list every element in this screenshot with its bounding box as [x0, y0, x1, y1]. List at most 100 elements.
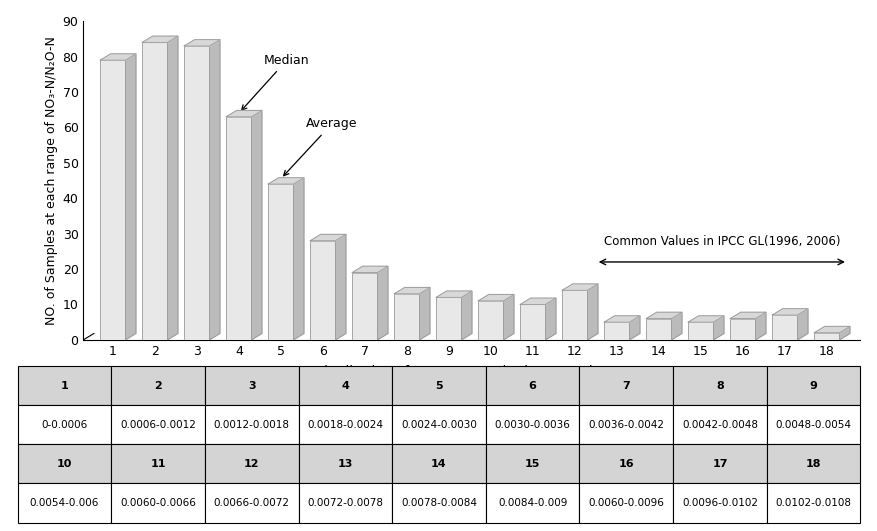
- FancyBboxPatch shape: [298, 444, 392, 483]
- Bar: [688, 322, 713, 340]
- Y-axis label: NO. of Samples at each range of NO₃-N/N₂O-N: NO. of Samples at each range of NO₃-N/N₂…: [46, 36, 58, 325]
- Bar: [603, 322, 629, 340]
- FancyBboxPatch shape: [18, 366, 111, 406]
- Text: 16: 16: [617, 459, 633, 469]
- FancyBboxPatch shape: [766, 483, 859, 523]
- Polygon shape: [713, 316, 724, 340]
- FancyBboxPatch shape: [766, 444, 859, 483]
- Polygon shape: [545, 298, 555, 340]
- Polygon shape: [436, 291, 472, 297]
- Text: Common Values in IPCC GL(1996, 2006): Common Values in IPCC GL(1996, 2006): [602, 235, 839, 248]
- Text: 0.0096-0.0102: 0.0096-0.0102: [681, 498, 757, 508]
- Text: 0.0042-0.0048: 0.0042-0.0048: [681, 420, 757, 430]
- X-axis label: Distribution of NO₃-N/N₂O-N in the groundwater: Distribution of NO₃-N/N₂O-N in the groun…: [313, 365, 630, 378]
- FancyBboxPatch shape: [392, 366, 485, 406]
- Text: 0.0084-0.009: 0.0084-0.009: [497, 498, 567, 508]
- FancyBboxPatch shape: [18, 444, 111, 483]
- Bar: [813, 333, 838, 340]
- FancyBboxPatch shape: [485, 406, 579, 444]
- FancyBboxPatch shape: [766, 406, 859, 444]
- Text: 9: 9: [809, 381, 816, 391]
- FancyBboxPatch shape: [485, 366, 579, 406]
- Polygon shape: [168, 36, 178, 340]
- Bar: [226, 117, 251, 340]
- FancyBboxPatch shape: [579, 483, 673, 523]
- Polygon shape: [671, 312, 681, 340]
- Polygon shape: [754, 312, 765, 340]
- Bar: [561, 290, 587, 340]
- Polygon shape: [377, 266, 388, 340]
- FancyBboxPatch shape: [392, 444, 485, 483]
- Polygon shape: [688, 316, 724, 322]
- Bar: [352, 272, 377, 340]
- Bar: [100, 60, 125, 340]
- Text: 0.0048-0.0054: 0.0048-0.0054: [774, 420, 851, 430]
- Polygon shape: [629, 316, 639, 340]
- Text: Median: Median: [241, 54, 310, 110]
- Text: 0.0036-0.0042: 0.0036-0.0042: [588, 420, 664, 430]
- Polygon shape: [210, 40, 219, 340]
- Polygon shape: [335, 234, 346, 340]
- Text: 0.0012-0.0018: 0.0012-0.0018: [213, 420, 289, 430]
- Polygon shape: [503, 295, 513, 340]
- FancyBboxPatch shape: [298, 366, 392, 406]
- Bar: [310, 241, 335, 340]
- Text: 8: 8: [716, 381, 723, 391]
- Polygon shape: [310, 234, 346, 241]
- FancyBboxPatch shape: [485, 444, 579, 483]
- Text: 13: 13: [338, 459, 353, 469]
- FancyBboxPatch shape: [392, 406, 485, 444]
- Polygon shape: [226, 110, 261, 117]
- Polygon shape: [813, 327, 849, 333]
- FancyBboxPatch shape: [18, 483, 111, 523]
- FancyBboxPatch shape: [673, 406, 766, 444]
- FancyBboxPatch shape: [204, 406, 298, 444]
- Polygon shape: [267, 178, 303, 184]
- Text: 14: 14: [431, 459, 446, 469]
- Bar: [267, 184, 293, 340]
- Bar: [772, 315, 796, 340]
- Text: 7: 7: [622, 381, 630, 391]
- Text: 15: 15: [524, 459, 539, 469]
- Text: 0.0072-0.0078: 0.0072-0.0078: [307, 498, 383, 508]
- Text: 6: 6: [528, 381, 536, 391]
- Text: 12: 12: [244, 459, 259, 469]
- Text: 0.0024-0.0030: 0.0024-0.0030: [401, 420, 476, 430]
- Polygon shape: [100, 54, 136, 60]
- FancyBboxPatch shape: [298, 406, 392, 444]
- Text: 0.0066-0.0072: 0.0066-0.0072: [213, 498, 289, 508]
- Bar: [645, 319, 671, 340]
- Polygon shape: [587, 284, 597, 340]
- Text: 0.0078-0.0084: 0.0078-0.0084: [401, 498, 476, 508]
- FancyBboxPatch shape: [18, 406, 111, 444]
- FancyBboxPatch shape: [298, 483, 392, 523]
- Polygon shape: [772, 309, 807, 315]
- FancyBboxPatch shape: [485, 483, 579, 523]
- Bar: [142, 42, 168, 340]
- Polygon shape: [352, 266, 388, 272]
- Polygon shape: [561, 284, 597, 290]
- Polygon shape: [730, 312, 765, 319]
- Bar: [520, 304, 545, 340]
- Polygon shape: [645, 312, 681, 319]
- Text: 0-0.0006: 0-0.0006: [41, 420, 88, 430]
- FancyBboxPatch shape: [392, 483, 485, 523]
- Text: 0.0030-0.0036: 0.0030-0.0036: [494, 420, 570, 430]
- Polygon shape: [184, 40, 219, 46]
- Text: Average: Average: [283, 117, 357, 176]
- Polygon shape: [125, 54, 136, 340]
- FancyBboxPatch shape: [204, 444, 298, 483]
- Text: 11: 11: [150, 459, 166, 469]
- Polygon shape: [603, 316, 639, 322]
- Text: 18: 18: [805, 459, 820, 469]
- Polygon shape: [796, 309, 807, 340]
- Text: 4: 4: [341, 381, 349, 391]
- Polygon shape: [419, 287, 430, 340]
- Bar: [394, 294, 419, 340]
- Text: 3: 3: [247, 381, 255, 391]
- Text: 1: 1: [61, 381, 68, 391]
- FancyBboxPatch shape: [111, 406, 204, 444]
- Text: 2: 2: [154, 381, 161, 391]
- Text: 5: 5: [435, 381, 442, 391]
- Text: 0.0060-0.0066: 0.0060-0.0066: [120, 498, 196, 508]
